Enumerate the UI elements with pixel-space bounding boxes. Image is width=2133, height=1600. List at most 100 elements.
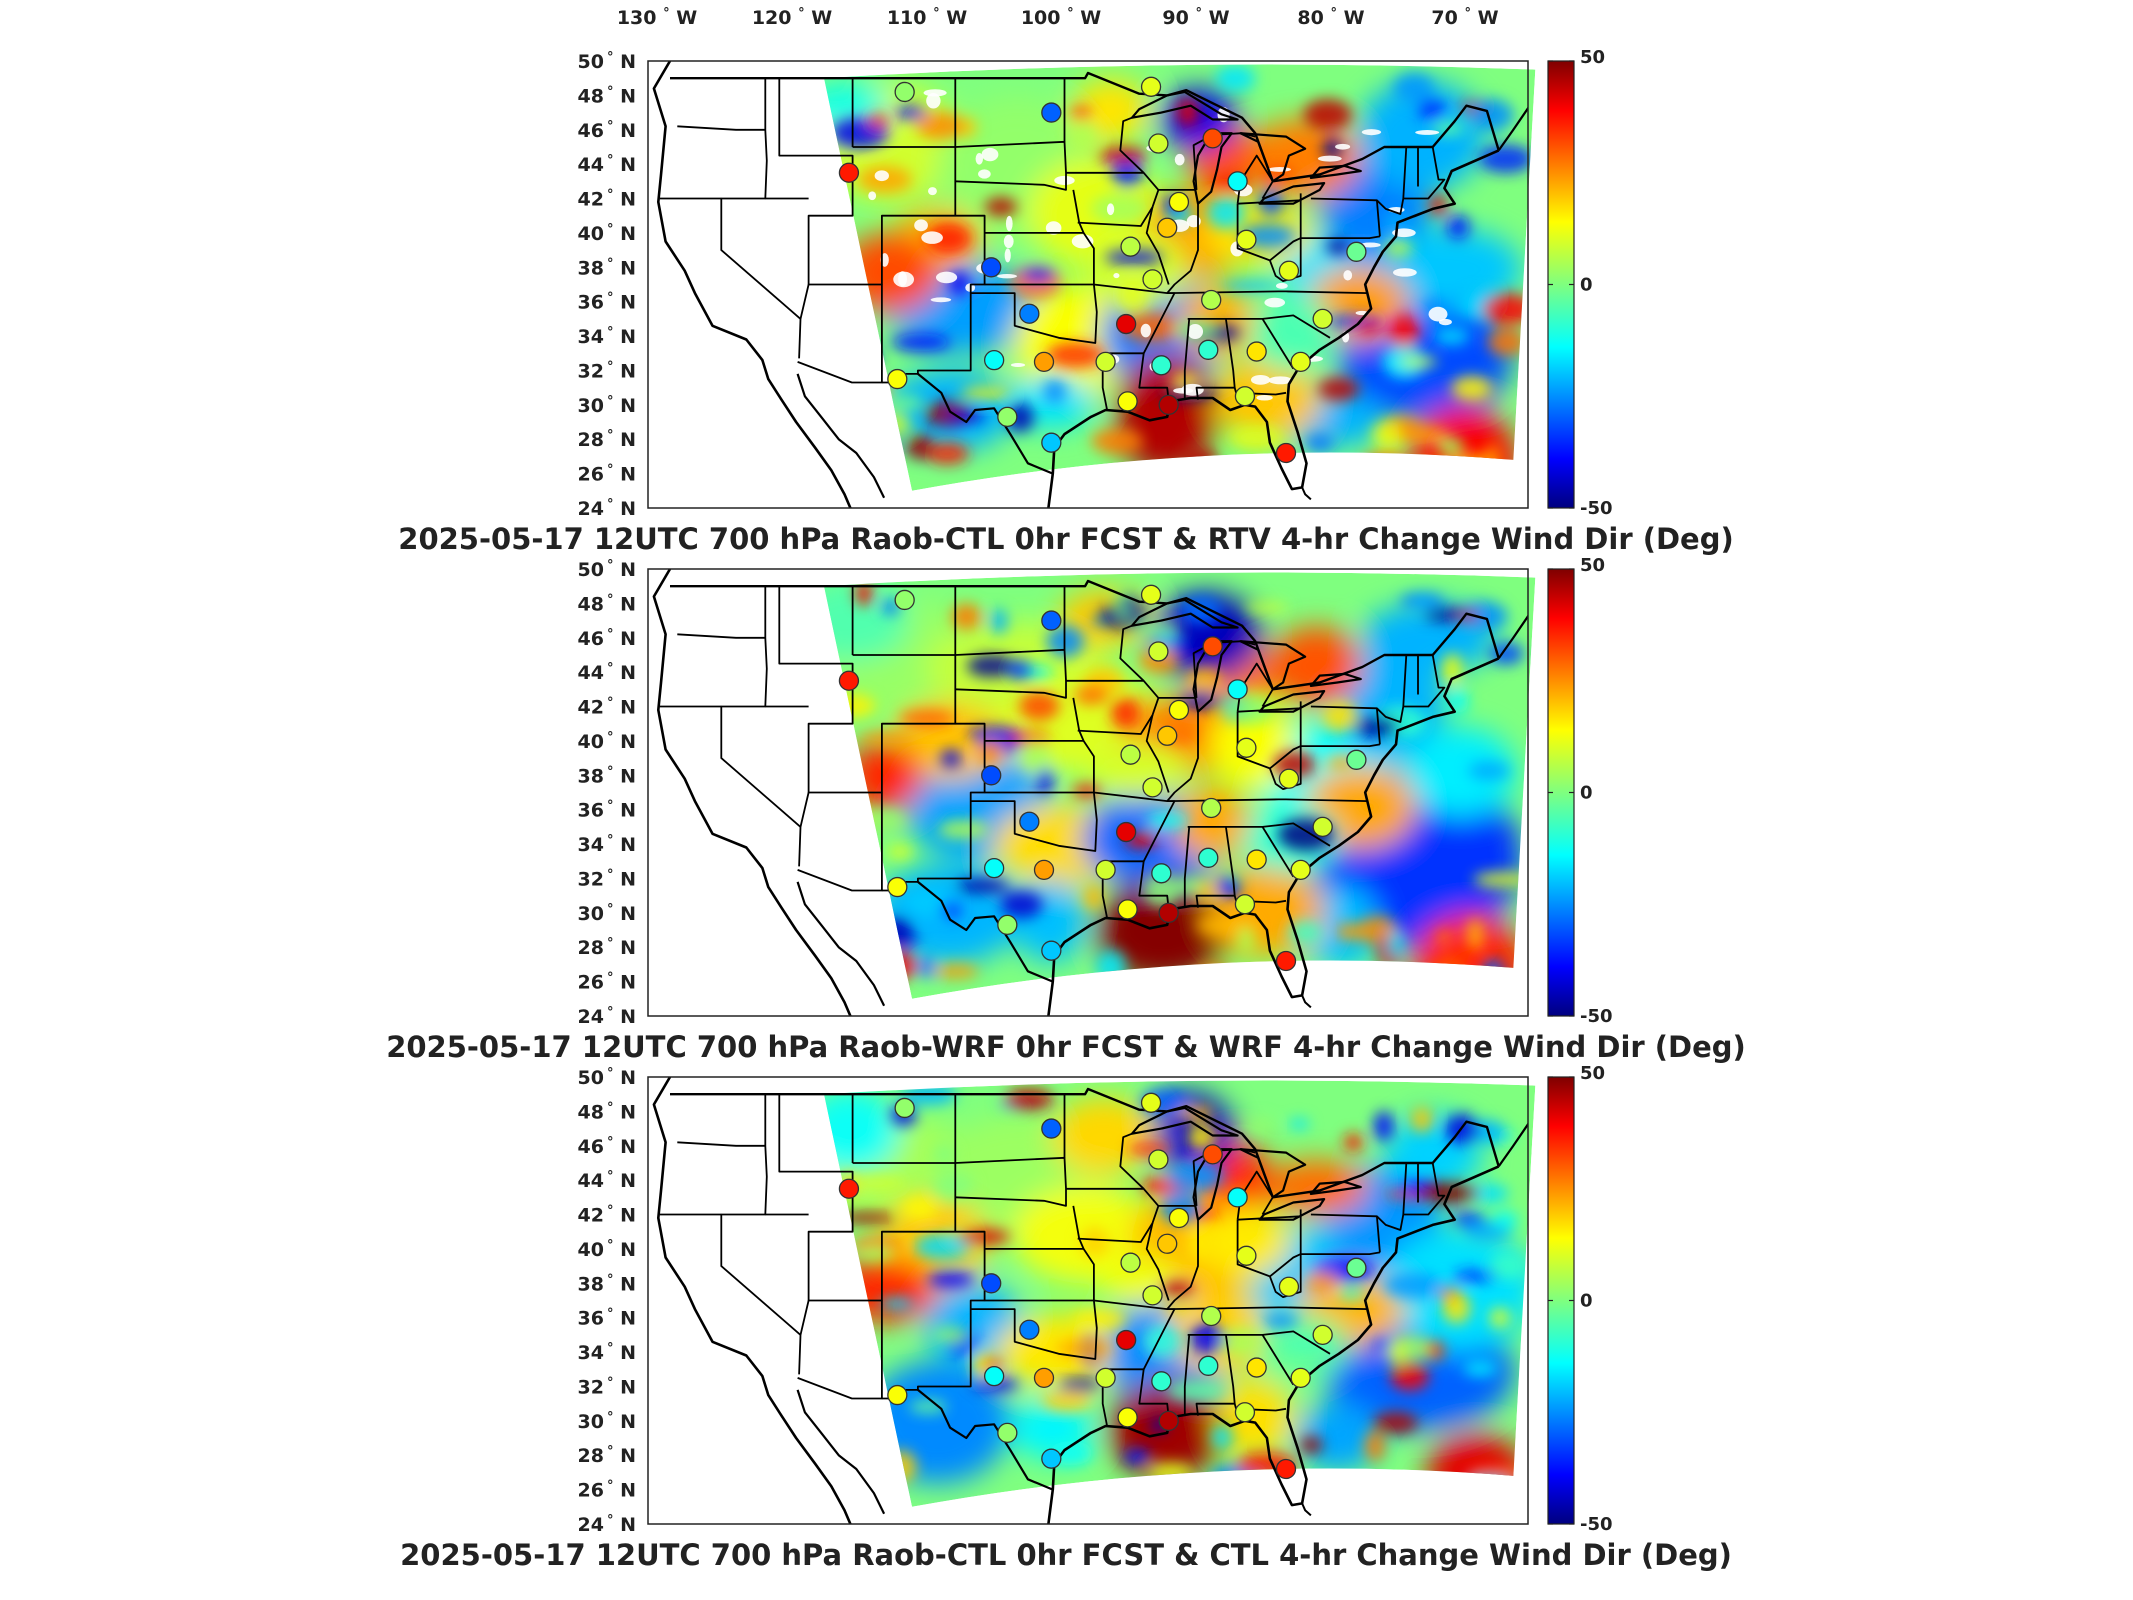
- state-boundary: [970, 792, 1098, 852]
- field-streak: [1288, 1118, 1310, 1130]
- station-marker: [1095, 859, 1116, 881]
- missing-data-patch: [1392, 228, 1416, 238]
- station-marker: [1201, 1305, 1222, 1327]
- station-marker: [894, 1097, 915, 1119]
- station-marker: [1041, 610, 1062, 631]
- field-streak: [1162, 1281, 1194, 1298]
- map-axes: [647, 60, 1536, 509]
- colorbar-tick-label: -50: [1580, 1514, 1613, 1535]
- state-boundary: [797, 284, 883, 384]
- state-boundary: [677, 1141, 766, 1147]
- lat-suffix: N: [613, 903, 636, 925]
- lat-suffix: N: [613, 1205, 636, 1227]
- lat-tick-value: 44: [578, 662, 604, 684]
- lon-tick-value: 130: [617, 7, 663, 29]
- station-marker: [1115, 821, 1137, 843]
- lat-suffix: N: [613, 189, 636, 211]
- lat-suffix: N: [613, 223, 636, 245]
- missing-data-patch: [1438, 318, 1452, 326]
- state-boundary: [1119, 1132, 1145, 1190]
- field-streak: [1397, 425, 1448, 445]
- field-streak: [1000, 890, 1043, 919]
- field-streak: [925, 442, 969, 465]
- lat-suffix: N: [613, 1376, 636, 1398]
- field-streak: [906, 433, 933, 460]
- lat-suffix: N: [613, 120, 636, 142]
- field-streak: [1133, 623, 1183, 636]
- lat-tick-value: 46: [578, 1136, 604, 1158]
- field-streak: [1188, 1321, 1226, 1355]
- station-marker: [1148, 1149, 1169, 1170]
- degree-symbol: °: [607, 1005, 614, 1020]
- lat-tick-label: 44 ° N: [578, 661, 636, 684]
- colorbar-tick-label: 50: [1580, 555, 1605, 576]
- lat-tick-value: 50: [578, 1067, 604, 1089]
- missing-data-patch: [981, 147, 999, 162]
- field-streak: [1433, 327, 1470, 346]
- great-lake-outline: [1309, 1180, 1362, 1195]
- colorbar: 50 0 -50: [1547, 47, 1613, 519]
- field-streak: [937, 819, 989, 840]
- lat-suffix: N: [613, 85, 636, 107]
- station-marker: [1246, 849, 1267, 870]
- state-boundary: [1236, 708, 1302, 790]
- station-marker: [1142, 1285, 1163, 1306]
- field-streak: [1111, 155, 1143, 188]
- station-marker: [1234, 894, 1256, 915]
- degree-symbol: °: [607, 325, 614, 340]
- state-boundary: [1187, 1330, 1331, 1355]
- field-streak: [1036, 767, 1053, 794]
- station-marker: [1151, 355, 1172, 376]
- station-marker: [1198, 1355, 1219, 1376]
- missing-data-patch: [1343, 270, 1353, 281]
- lat-tick-value: 44: [578, 1170, 604, 1192]
- field-streak: [1445, 1114, 1480, 1145]
- missing-data-patch: [1361, 129, 1382, 136]
- field-streak: [1470, 99, 1514, 132]
- field-streak: [1373, 1412, 1418, 1434]
- field-streak: [891, 333, 951, 352]
- station-marker: [1157, 1233, 1178, 1254]
- great-lake-outline: [1258, 1198, 1326, 1221]
- maritime-coast: [1497, 106, 1528, 152]
- wind-direction-field: [824, 64, 1536, 491]
- lat-suffix: N: [613, 1445, 636, 1467]
- station-marker: [1148, 133, 1169, 154]
- field-blob: [1270, 625, 1362, 706]
- wind-direction-field: [824, 572, 1536, 999]
- state-boundary: [1261, 826, 1295, 878]
- colorbar-tick-label: 0: [1580, 783, 1593, 804]
- field-streak: [951, 603, 982, 630]
- field-streak: [879, 1297, 914, 1311]
- lon-tick-value: 70: [1431, 7, 1464, 29]
- station-marker: [983, 857, 1005, 879]
- field-streak: [1373, 1111, 1394, 1142]
- state-boundary: [1261, 1334, 1295, 1386]
- field-streak: [1083, 885, 1104, 911]
- lat-tick-value: 42: [578, 1205, 604, 1227]
- field-streak: [940, 749, 962, 768]
- field-streak: [1413, 596, 1433, 611]
- field-blob: [1051, 1097, 1157, 1175]
- missing-data-patch: [1275, 282, 1288, 289]
- west-coastline: [652, 569, 852, 1016]
- degree-symbol: °: [607, 463, 614, 478]
- great-lake-outline: [1258, 690, 1326, 713]
- state-boundary: [1376, 200, 1381, 237]
- missing-data-patch: [930, 297, 952, 303]
- mexico-border: [917, 373, 1054, 475]
- field-streak: [1143, 1324, 1181, 1358]
- lon-tick-value: 100: [1021, 7, 1067, 29]
- lat-tick-label: 42 ° N: [578, 1204, 636, 1227]
- field-blob: [1192, 1204, 1292, 1277]
- state-boundary: [1066, 1187, 1160, 1243]
- missing-data-patch: [1335, 143, 1351, 150]
- field-streak: [1091, 428, 1144, 454]
- station-marker: [1117, 1407, 1138, 1428]
- field-streak: [1322, 137, 1341, 160]
- lat-tick-value: 34: [578, 834, 604, 856]
- raob-stations: [838, 76, 1367, 464]
- state-boundary: [1233, 895, 1287, 904]
- lat-tick-label: 40 ° N: [578, 222, 636, 245]
